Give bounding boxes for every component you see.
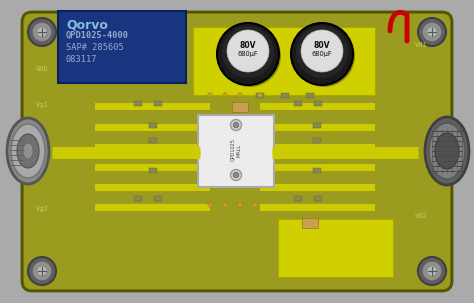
Bar	[260, 164, 375, 171]
Circle shape	[238, 203, 242, 207]
Circle shape	[418, 18, 446, 46]
Bar	[314, 101, 322, 105]
Text: Vd2: Vd2	[415, 213, 428, 219]
Text: 083117: 083117	[66, 55, 98, 64]
Bar	[260, 124, 375, 131]
Bar	[256, 92, 264, 98]
Bar	[260, 144, 375, 151]
Bar	[313, 168, 321, 172]
Bar	[313, 122, 321, 128]
Circle shape	[208, 203, 212, 207]
Ellipse shape	[435, 133, 459, 169]
Bar	[198, 115, 274, 187]
Bar	[95, 184, 210, 191]
Circle shape	[238, 93, 242, 97]
Text: SAP# 285605: SAP# 285605	[66, 43, 124, 52]
Bar	[95, 204, 210, 211]
Circle shape	[253, 203, 257, 207]
Bar	[302, 218, 318, 228]
Bar	[149, 152, 157, 158]
Circle shape	[219, 25, 281, 87]
Text: Vd1: Vd1	[415, 42, 428, 48]
Circle shape	[293, 25, 355, 87]
Circle shape	[227, 30, 269, 72]
Bar	[281, 92, 289, 98]
Bar	[95, 144, 210, 151]
Circle shape	[291, 23, 353, 85]
Bar	[313, 152, 321, 158]
Circle shape	[28, 257, 56, 285]
Circle shape	[208, 93, 212, 97]
Bar	[260, 103, 375, 110]
Text: QPD1025-4000: QPD1025-4000	[66, 31, 129, 40]
Bar	[149, 122, 157, 128]
Circle shape	[223, 93, 227, 97]
Circle shape	[223, 203, 227, 207]
Bar	[278, 219, 393, 277]
Bar	[193, 27, 375, 95]
Ellipse shape	[425, 117, 469, 185]
Text: 680µF: 680µF	[312, 51, 332, 57]
Text: 80V: 80V	[314, 42, 330, 51]
Bar	[58, 11, 186, 83]
Text: 80V: 80V	[240, 42, 256, 51]
Bar	[306, 92, 314, 98]
Bar	[95, 124, 210, 131]
Circle shape	[296, 26, 348, 78]
Text: Vg1: Vg1	[36, 102, 49, 108]
Text: Qorvo: Qorvo	[66, 19, 108, 32]
Ellipse shape	[429, 123, 465, 179]
Ellipse shape	[7, 118, 49, 184]
Bar	[260, 204, 375, 211]
Circle shape	[427, 266, 437, 276]
Bar	[95, 164, 210, 171]
Circle shape	[301, 30, 343, 72]
Bar	[294, 195, 302, 201]
Bar	[313, 138, 321, 142]
Circle shape	[222, 26, 274, 78]
Circle shape	[418, 257, 446, 285]
FancyBboxPatch shape	[22, 12, 452, 291]
Bar	[154, 195, 162, 201]
Circle shape	[217, 23, 279, 85]
Text: 680µF: 680µF	[237, 51, 258, 57]
Text: Vg2: Vg2	[36, 206, 49, 212]
Circle shape	[32, 261, 52, 281]
Bar	[314, 195, 322, 201]
Circle shape	[32, 22, 52, 42]
Text: GHD: GHD	[36, 66, 49, 72]
Circle shape	[258, 93, 262, 97]
Circle shape	[230, 119, 241, 131]
Circle shape	[230, 169, 241, 181]
Circle shape	[427, 27, 437, 37]
Circle shape	[422, 22, 442, 42]
Circle shape	[28, 18, 56, 46]
Bar	[134, 101, 142, 105]
Ellipse shape	[23, 143, 33, 159]
Circle shape	[233, 122, 239, 128]
Bar	[294, 101, 302, 105]
Bar	[232, 102, 248, 112]
Circle shape	[422, 261, 442, 281]
Ellipse shape	[17, 134, 39, 168]
Bar	[154, 101, 162, 105]
Ellipse shape	[11, 124, 45, 178]
Circle shape	[37, 27, 47, 37]
Circle shape	[233, 172, 239, 178]
Bar	[95, 103, 210, 110]
Bar	[134, 195, 142, 201]
Text: QPD1025
MALL: QPD1025 MALL	[230, 138, 241, 161]
Circle shape	[37, 266, 47, 276]
FancyBboxPatch shape	[24, 14, 450, 289]
Bar	[260, 184, 375, 191]
Bar	[149, 138, 157, 142]
Bar	[149, 168, 157, 172]
